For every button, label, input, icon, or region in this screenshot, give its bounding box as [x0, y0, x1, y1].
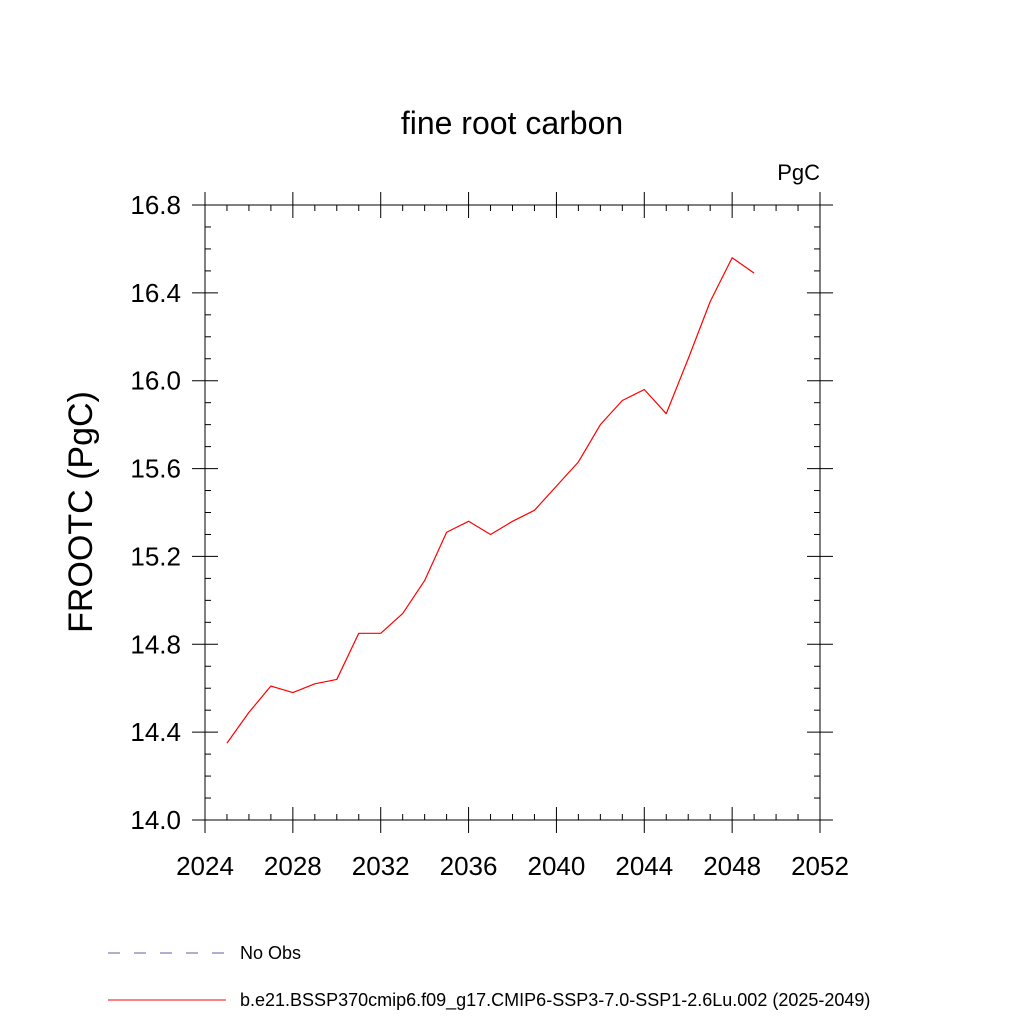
y-tick-label: 16.0 [130, 366, 181, 396]
x-tick-label: 2032 [352, 851, 410, 881]
axis-ticks [192, 192, 833, 833]
x-tick-label: 2040 [528, 851, 586, 881]
y-tick-label: 14.4 [130, 717, 181, 747]
y-tick-label: 16.8 [130, 190, 181, 220]
x-tick-label: 2052 [791, 851, 849, 881]
y-tick-label: 14.0 [130, 805, 181, 835]
y-tick-label: 15.6 [130, 454, 181, 484]
x-tick-label: 2028 [264, 851, 322, 881]
y-axis-label: FROOTC (PgC) [62, 391, 100, 633]
x-tick-label: 2048 [703, 851, 761, 881]
chart-title: fine root carbon [401, 105, 623, 141]
x-tick-label: 2024 [176, 851, 234, 881]
y-tick-labels: 14.0 14.4 14.8 15.2 15.6 16.0 16.4 16.8 [130, 190, 181, 835]
x-tick-label: 2036 [440, 851, 498, 881]
legend-label-model: b.e21.BSSP370cmip6.f09_g17.CMIP6-SSP3-7.… [240, 990, 870, 1011]
series-lines [226, 257, 755, 744]
y-tick-label: 16.4 [130, 278, 181, 308]
legend: No Obs b.e21.BSSP370cmip6.f09_g17.CMIP6-… [108, 943, 870, 1011]
x-tick-label: 2044 [615, 851, 673, 881]
legend-label-no-obs: No Obs [240, 943, 301, 963]
x-tick-labels: 2024 2028 2032 2036 2040 2044 2048 2052 [176, 851, 849, 881]
y-tick-label: 14.8 [130, 629, 181, 659]
y-tick-label: 15.2 [130, 541, 181, 571]
units-label: PgC [777, 160, 820, 185]
series-line-0 [226, 257, 755, 744]
plot-frame [204, 204, 821, 821]
